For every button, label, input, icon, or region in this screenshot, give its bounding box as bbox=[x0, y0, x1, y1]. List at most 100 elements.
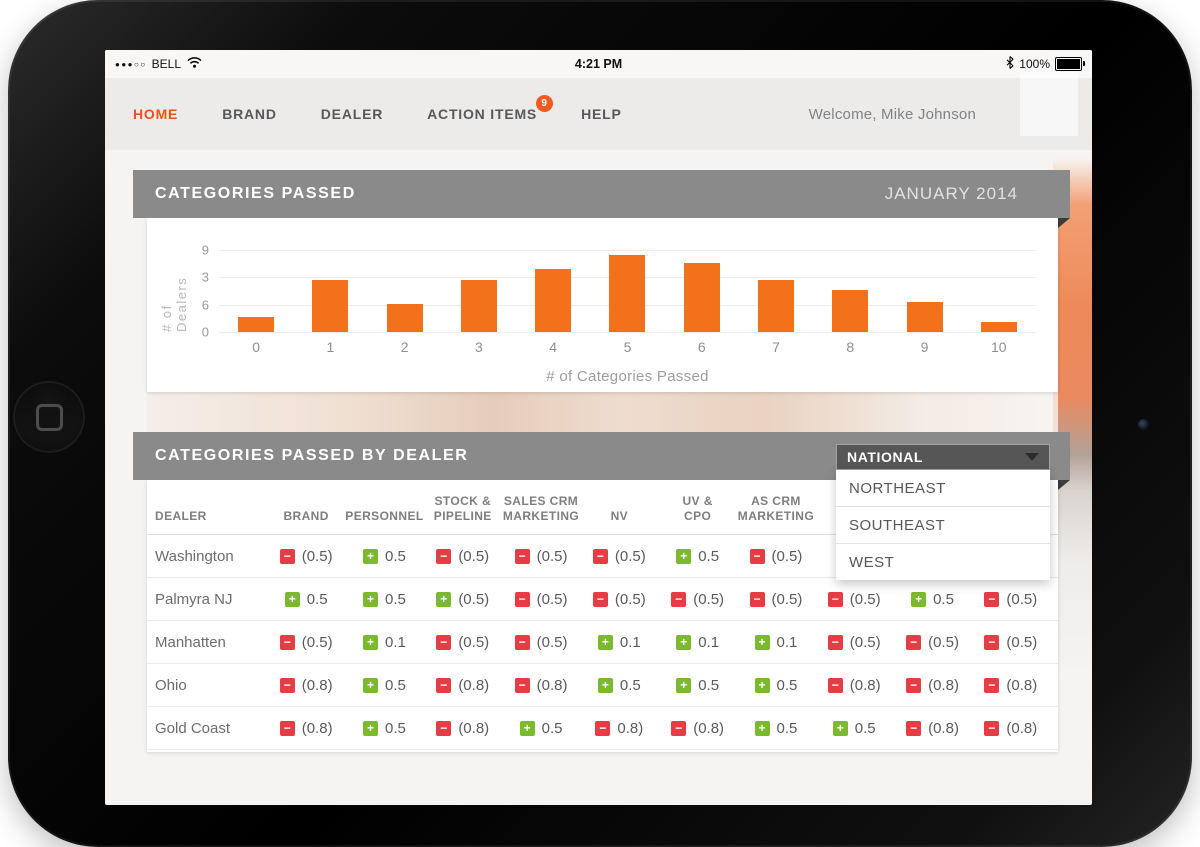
bar bbox=[757, 280, 794, 332]
plus-icon: + bbox=[363, 720, 379, 736]
region-dropdown-selected[interactable]: NATIONAL bbox=[836, 444, 1050, 470]
minus-icon: − bbox=[279, 548, 295, 564]
score-cell: +0.5 bbox=[658, 677, 736, 694]
score-cell: +0.5 bbox=[580, 677, 658, 694]
region-option-southeast[interactable]: SOUTHEAST bbox=[836, 507, 1050, 544]
score-value: (0.5) bbox=[1006, 590, 1038, 608]
score-cell: − (0.8) bbox=[658, 720, 736, 737]
plus-icon: + bbox=[676, 548, 692, 564]
minus-icon: − bbox=[984, 720, 1000, 736]
table-rows: Washington − (0.5) +0.5− (0.5) − (0.5) − (0.5) +0… bbox=[147, 535, 1058, 750]
score-cell: +0.5 bbox=[815, 720, 893, 737]
plus-icon: + bbox=[363, 634, 379, 650]
dealer-table: DEALER BRAND PERSONNEL STOCK & PIPELINE SALE… bbox=[147, 480, 1058, 752]
table-row[interactable]: Gold Coast − (0.8) +0.5− (0.8) +0.5−0.8) − (0.8… bbox=[147, 707, 1058, 750]
score-value: 0.5 bbox=[385, 590, 406, 608]
nav-item-dealer[interactable]: DEALER bbox=[320, 106, 384, 122]
column-header: UV & CPO bbox=[682, 493, 713, 524]
score-cell: − (0.5) bbox=[267, 634, 345, 651]
dealer-name: Manhatten bbox=[155, 633, 226, 651]
nav-item-home[interactable]: HOME bbox=[133, 106, 179, 122]
score-cell: − (0.8) bbox=[424, 720, 502, 737]
x-tick-label: 1 bbox=[326, 339, 335, 355]
table-row[interactable]: Manhatten − (0.5) +0.1− (0.5) − (0.5) +0.1 +0.1 +… bbox=[147, 621, 1058, 664]
minus-icon: − bbox=[514, 591, 530, 607]
region-option-northeast[interactable]: NORTHEAST bbox=[836, 470, 1050, 507]
front-camera bbox=[1138, 419, 1149, 430]
dealer-name: Washington bbox=[155, 547, 234, 565]
bar-slot bbox=[368, 250, 442, 332]
screen: ●●●○○ BELL 4:21 PM 100% bbox=[105, 50, 1092, 805]
plus-icon: + bbox=[911, 591, 927, 607]
minus-icon: − bbox=[906, 720, 922, 736]
score-value: 0.5 bbox=[385, 676, 406, 694]
score-cell: −0.8) bbox=[580, 720, 658, 737]
plus-icon: + bbox=[597, 677, 613, 693]
table-row[interactable]: Palmyra NJ +0.5 +0.5 + (0.5) − (0.5) − (0.5) − (0.… bbox=[147, 578, 1058, 621]
home-button[interactable] bbox=[15, 383, 83, 451]
score-cell: − (0.8) bbox=[893, 677, 971, 694]
nav-item-brand[interactable]: BRAND bbox=[222, 106, 277, 122]
table-row[interactable]: Ohio − (0.8) +0.5− (0.8) − (0.8) +0.5 +0.5 +0.5−(… bbox=[147, 664, 1058, 707]
minus-icon: − bbox=[514, 677, 530, 693]
score-value: (0.5) bbox=[458, 547, 490, 565]
score-value: (0.5) bbox=[849, 590, 881, 608]
x-axis-ticks: 0 1 2 3 4 5 6 7 8 9 10 bbox=[219, 339, 1036, 355]
score-cell: − (0.8) bbox=[424, 677, 502, 694]
bar bbox=[609, 254, 646, 332]
score-cell: − (0.5) bbox=[972, 634, 1050, 651]
chart-bars bbox=[219, 250, 1036, 332]
score-cell: +0.1 bbox=[658, 634, 736, 651]
bar bbox=[238, 317, 275, 332]
score-cell: − (0.5) bbox=[424, 548, 502, 565]
table-panel-title: CATEGORIES PASSED BY DEALER bbox=[155, 447, 469, 464]
minus-icon: − bbox=[279, 720, 295, 736]
score-value: 0.1 bbox=[776, 633, 798, 651]
nav-item-action-items[interactable]: ACTION ITEMS 9 bbox=[427, 95, 554, 122]
chart-panel-header: CATEGORIES PASSED JANUARY 2014 bbox=[133, 170, 1070, 218]
region-option-west[interactable]: WEST bbox=[849, 553, 895, 571]
plus-icon: + bbox=[597, 634, 613, 650]
plus-icon: + bbox=[676, 634, 692, 650]
score-cell: − (0.5) bbox=[972, 591, 1050, 608]
main-content: CATEGORIES PASSED JANUARY 2014 # of Deal… bbox=[105, 150, 1092, 805]
column-header: NV bbox=[610, 509, 629, 524]
minus-icon: − bbox=[984, 591, 1000, 607]
score-cell: − (0.8) bbox=[972, 677, 1050, 694]
y-axis-title: # of Dealers bbox=[159, 276, 189, 332]
minus-icon: − bbox=[436, 634, 452, 650]
score-value: 0.5 bbox=[619, 676, 641, 694]
minus-icon: − bbox=[436, 548, 452, 564]
y-tick-label: 0 bbox=[201, 324, 209, 340]
score-value: (0.8) bbox=[928, 676, 959, 694]
score-value: 0.5 bbox=[776, 719, 798, 737]
score-value: 0.1 bbox=[385, 633, 406, 651]
battery-percentage: 100% bbox=[1019, 57, 1050, 71]
nav-item-help[interactable]: HELP bbox=[581, 106, 622, 122]
score-cell: +0.5 bbox=[893, 591, 971, 608]
score-cell: − (0.5) bbox=[737, 591, 815, 608]
score-cell: − (0.5) bbox=[267, 548, 345, 565]
bar-slot bbox=[293, 250, 367, 332]
score-value: 0.1 bbox=[698, 633, 720, 651]
chart-header-fold bbox=[1058, 218, 1070, 228]
bar-slot bbox=[219, 250, 293, 332]
score-cell: +0.5 bbox=[502, 720, 580, 737]
top-navigation: HOME BRAND DEALER ACTION ITEMS 9 HELP Welcome… bbox=[105, 72, 1092, 150]
y-tick-label: 6 bbox=[201, 297, 209, 313]
minus-icon: − bbox=[906, 677, 922, 693]
logo-placeholder bbox=[1020, 72, 1078, 136]
score-cell: − (0.5) bbox=[502, 591, 580, 608]
region-dropdown-value: NATIONAL bbox=[847, 449, 924, 465]
bar-slot bbox=[516, 250, 590, 332]
gridline bbox=[219, 250, 1036, 251]
bar bbox=[535, 269, 572, 332]
score-value: 0.5 bbox=[698, 676, 720, 694]
minus-icon: − bbox=[279, 634, 295, 650]
x-tick-label: 6 bbox=[697, 339, 706, 355]
score-value: 0.1 bbox=[619, 633, 641, 651]
table-row[interactable]: Washington − (0.5) +0.5− (0.5) − (0.5) − (0.5) +0… bbox=[147, 535, 1058, 578]
y-tick-label: 9 bbox=[201, 242, 209, 258]
bar bbox=[683, 262, 720, 332]
